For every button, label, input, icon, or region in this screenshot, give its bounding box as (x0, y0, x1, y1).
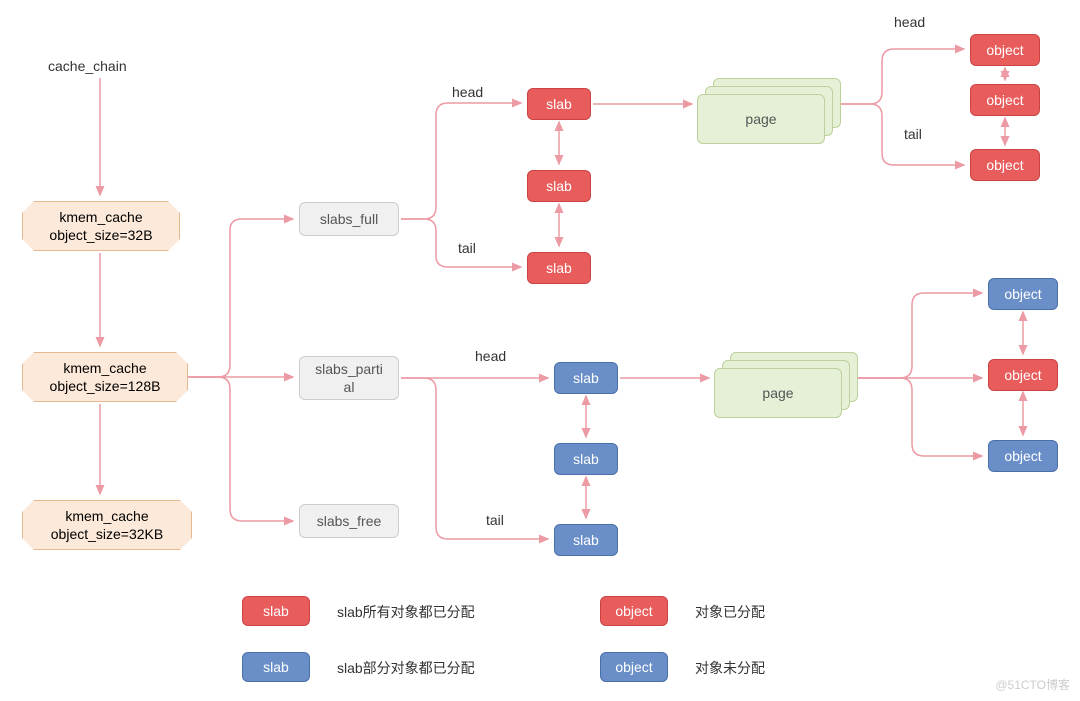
legend-box: object (600, 596, 668, 626)
edge-e21 (850, 293, 982, 378)
node-obj_r1: object (970, 34, 1040, 66)
node-kmem2: kmem_cacheobject_size=128B (22, 352, 188, 402)
node-obj_r2: object (970, 84, 1040, 116)
node-kmem3: kmem_cacheobject_size=32KB (22, 500, 192, 550)
edge-e7 (401, 103, 521, 219)
node-slab_b1: slab (554, 362, 618, 394)
legend-box: slab (242, 652, 310, 682)
node-obj_b2: object (988, 440, 1058, 472)
page-stack: page (714, 352, 858, 418)
edge-e18 (833, 104, 964, 165)
node-obj_r3: object (970, 149, 1040, 181)
legend-text: 对象未分配 (695, 658, 765, 678)
legend-box: object (600, 652, 668, 682)
label-head: head (475, 348, 506, 364)
node-slab_b2: slab (554, 443, 618, 475)
label-tail: tail (458, 240, 476, 256)
legend-text: slab部分对象都已分配 (337, 658, 475, 678)
legend-text: 对象已分配 (695, 602, 765, 622)
node-slabs_partial: slabs_partial (299, 356, 399, 400)
label-head: head (452, 84, 483, 100)
label-head: head (894, 14, 925, 30)
node-obj_r4: object (988, 359, 1058, 391)
node-slabs_free: slabs_free (299, 504, 399, 538)
node-slab_r2: slab (527, 170, 591, 202)
node-kmem1: kmem_cacheobject_size=32B (22, 201, 180, 251)
node-slab_r3: slab (527, 252, 591, 284)
watermark: @51CTO博客 (995, 676, 1070, 693)
edge-e17 (833, 49, 964, 104)
cache-chain-label: cache_chain (48, 58, 127, 74)
label-tail: tail (904, 126, 922, 142)
node-slabs_full: slabs_full (299, 202, 399, 236)
edge-e6 (188, 377, 293, 521)
legend-box: slab (242, 596, 310, 626)
legend-text: slab所有对象都已分配 (337, 602, 475, 622)
edge-e13 (401, 378, 548, 539)
edge-e23 (850, 378, 982, 456)
node-obj_b1: object (988, 278, 1058, 310)
edge-e4 (188, 219, 293, 377)
node-slab_b3: slab (554, 524, 618, 556)
label-tail: tail (486, 512, 504, 528)
node-slab_r1: slab (527, 88, 591, 120)
page-stack: page (697, 78, 841, 144)
